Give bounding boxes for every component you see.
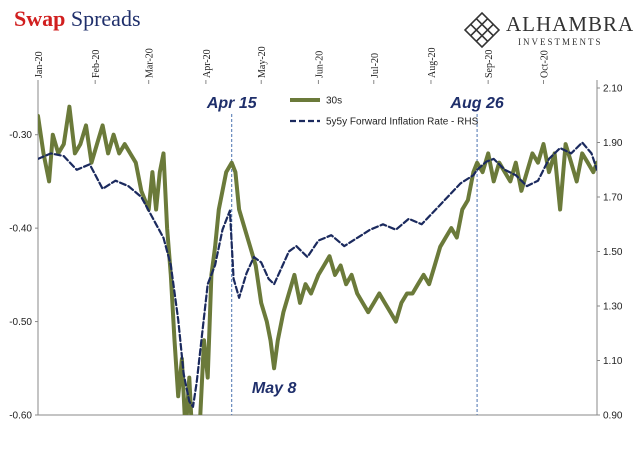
brand-logo: ALHAMBRA INVESTMENTS xyxy=(462,10,635,50)
annotation-label: Aug 26 xyxy=(449,95,503,112)
brand-name: ALHAMBRA xyxy=(506,12,635,36)
y-right-tick-label: 2.10 xyxy=(603,84,623,95)
diamond-lattice-icon xyxy=(463,11,501,49)
y-right-tick-label: 1.90 xyxy=(603,138,623,149)
annotation-labels: Apr 15 May 8 Aug 26 xyxy=(206,95,504,397)
legend-label-30s: 30s xyxy=(326,96,342,107)
y-left-tick-label: -0.60 xyxy=(9,411,32,422)
x-tick-label: Apr-20 xyxy=(202,49,213,78)
y-right-tick-label: 1.50 xyxy=(603,247,623,258)
y-axis-right: 0.90 1.10 1.30 1.50 1.70 1.90 2.10 xyxy=(597,84,623,422)
series-line-30s xyxy=(38,104,597,415)
x-axis: Jan-20 Feb-20 Mar-20 Apr-20 May-20 Jun-20 Jul-… xyxy=(34,46,550,84)
x-tick-label: May-20 xyxy=(257,46,268,78)
annotation-label: May 8 xyxy=(252,380,297,397)
y-axis-left: -0.30 -0.40 -0.50 -0.60 xyxy=(9,130,38,422)
x-tick-label: Feb-20 xyxy=(91,50,102,78)
chart-title: Swap Spreads xyxy=(14,6,141,32)
chart-axes xyxy=(37,80,598,416)
chart-title-part1: Swap xyxy=(14,6,66,31)
annotation-lines xyxy=(231,114,478,415)
x-tick-label: Jun-20 xyxy=(314,51,325,78)
y-left-tick-label: -0.50 xyxy=(9,317,32,328)
series-group xyxy=(38,104,597,415)
annotation-label: Apr 15 xyxy=(206,95,258,112)
x-tick-label: Jul-20 xyxy=(370,53,381,78)
chart-title-part2: Spreads xyxy=(70,6,141,31)
x-tick-label: Oct-20 xyxy=(539,50,550,78)
brand-subtitle: INVESTMENTS xyxy=(518,37,603,47)
x-tick-label: Sep-20 xyxy=(484,50,495,78)
y-left-tick-label: -0.40 xyxy=(9,224,32,235)
legend: 30s 5y5y Forward Inflation Rate - RHS xyxy=(290,96,479,128)
x-tick-label: Jan-20 xyxy=(34,51,45,78)
y-right-tick-label: 0.90 xyxy=(603,411,623,422)
y-left-tick-label: -0.30 xyxy=(9,130,32,141)
x-tick-label: Mar-20 xyxy=(145,48,156,78)
legend-label-5y5y: 5y5y Forward Inflation Rate - RHS xyxy=(326,117,479,128)
y-right-tick-label: 1.10 xyxy=(603,356,623,367)
series-line-5y5y-inflation xyxy=(38,141,597,408)
y-right-tick-label: 1.30 xyxy=(603,302,623,313)
y-right-tick-label: 1.70 xyxy=(603,193,623,204)
x-tick-label: Aug-20 xyxy=(427,47,438,78)
